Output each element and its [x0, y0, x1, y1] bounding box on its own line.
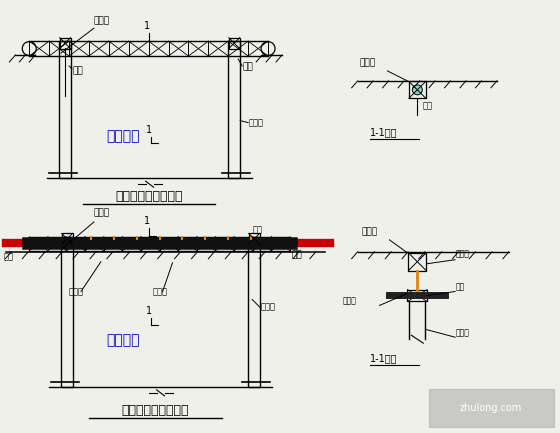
Bar [228, 41, 240, 178]
Text: 1: 1 [146, 125, 152, 135]
Text: 军位梁: 军位梁 [360, 58, 376, 67]
Text: 钢吊箍: 钢吊箍 [455, 250, 469, 259]
Text: 1: 1 [144, 21, 150, 31]
Text: 盾梁: 盾梁 [242, 62, 253, 71]
Text: 1: 1 [146, 307, 152, 317]
Text: 钢板盒: 钢板盒 [343, 297, 357, 305]
Bar [409, 81, 426, 98]
Text: 1-1剖面: 1-1剖面 [370, 128, 397, 138]
Text: 管道: 管道 [455, 282, 464, 291]
Bar [61, 237, 73, 387]
Text: 钻孔柱: 钻孔柱 [455, 328, 469, 337]
Circle shape [412, 85, 422, 95]
Bar [408, 253, 426, 271]
Text: 钻孔柱: 钻孔柱 [260, 302, 275, 311]
Text: 钻孔柱: 钻孔柱 [248, 119, 263, 128]
Text: 方案一：管道悬吊图: 方案一：管道悬吊图 [115, 190, 183, 203]
Bar [228, 38, 240, 48]
Text: 主体基坑: 主体基坑 [106, 129, 139, 143]
Text: 路面: 路面 [3, 253, 13, 262]
Text: 方案二：管道悬吊图: 方案二：管道悬吊图 [122, 404, 189, 417]
Bar [430, 389, 554, 427]
Text: 主体基坑: 主体基坑 [106, 333, 139, 347]
Bar [59, 41, 71, 178]
Text: 军位梁: 军位梁 [94, 16, 110, 25]
Text: 钢制盒: 钢制盒 [153, 288, 167, 297]
Text: 钢吊箍: 钢吊箍 [69, 288, 84, 297]
Bar [248, 237, 260, 387]
Text: 管道: 管道 [422, 102, 432, 111]
Bar [62, 233, 73, 244]
Bar [59, 38, 71, 48]
Text: zhulong.com: zhulong.com [460, 403, 522, 413]
Bar [249, 233, 260, 244]
Text: 盾梁: 盾梁 [252, 225, 262, 234]
Text: 军位梁: 军位梁 [362, 227, 377, 236]
Text: 1: 1 [144, 216, 150, 226]
Text: 1-1剖面: 1-1剖面 [370, 353, 397, 363]
Text: 管道: 管道 [72, 66, 83, 75]
Bar [407, 290, 427, 301]
Text: 管道: 管道 [292, 251, 303, 260]
Text: 军位梁: 军位梁 [94, 208, 110, 217]
